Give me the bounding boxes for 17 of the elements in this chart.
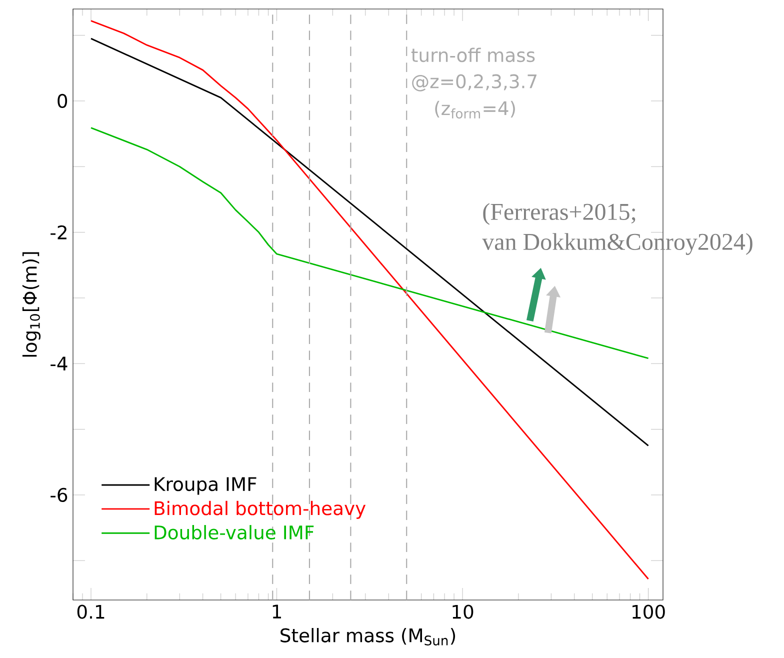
x-tick-label: 10: [452, 604, 474, 619]
annotation: (z$_{form}$=4): [435, 100, 515, 119]
y-tick-label: -2: [50, 225, 66, 240]
x-tick-label: 100: [632, 604, 665, 619]
annotation: (Ferreras+2015;: [483, 203, 636, 225]
y-tick-label: -4: [50, 356, 68, 370]
y-axis-title: log$_{10}$[Φ(m)]: [22, 252, 41, 357]
x-tick-label: 0.1: [77, 604, 104, 619]
x-tick-label: 1: [272, 604, 281, 618]
annotation: @z=0,2,3,3.7: [412, 74, 537, 92]
y-tick-label: 0: [58, 94, 68, 108]
y-tick-label: -6: [50, 488, 68, 502]
legend-label: Double-value IMF: [154, 525, 314, 540]
legend-label: Kroupa IMF: [154, 477, 256, 495]
legend-label: Bimodal bottom-heavy: [154, 500, 366, 519]
x-axis-title: Stellar mass (M$_{Sun}$): [280, 628, 456, 646]
annotation: turn-off mass: [411, 48, 535, 62]
